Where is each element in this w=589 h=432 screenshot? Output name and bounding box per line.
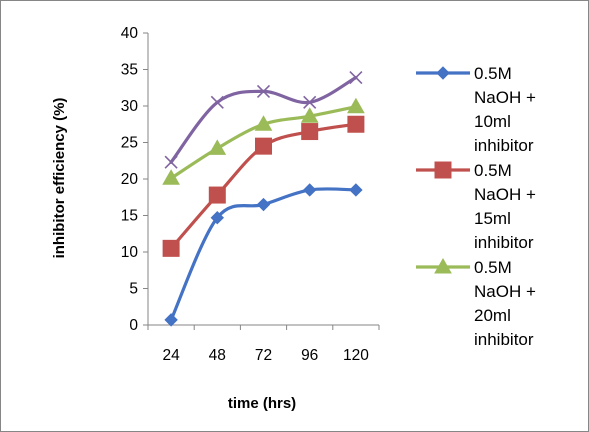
series-2 (162, 115, 365, 257)
x-tick-label: 72 (255, 347, 272, 364)
series-1 (164, 183, 363, 327)
data-point (302, 183, 317, 197)
y-tick-label: 25 (121, 135, 138, 152)
data-point (301, 123, 319, 141)
legend-marker (434, 257, 452, 274)
data-point (208, 139, 227, 155)
x-tick-label: 96 (301, 347, 318, 364)
legend-label: inhibitor (474, 330, 534, 349)
series-4 (164, 70, 363, 169)
legend-label: 0.5M (474, 161, 512, 180)
data-point (210, 210, 225, 225)
data-point (349, 183, 363, 197)
y-tick-label: 40 (121, 25, 139, 42)
y-tick-label: 20 (121, 171, 139, 188)
legend-label: inhibitor (474, 136, 534, 155)
data-point (303, 95, 317, 109)
data-point (162, 169, 180, 185)
legend-item-3: 0.5M NaOH + 20ml inhibitor (416, 257, 536, 349)
data-point (162, 239, 180, 257)
y-tick-label: 30 (121, 98, 139, 115)
legend-item-1: 0.5M NaOH + 10ml inhibitor (416, 64, 536, 155)
data-point (256, 197, 271, 212)
x-axis: 24 48 72 96 120 (147, 324, 380, 364)
data-point (210, 95, 224, 109)
legend-label: NaOH + (474, 185, 536, 204)
data-point (347, 97, 365, 114)
legend: 0.5M NaOH + 10ml inhibitor 0.5M NaOH + 15ml inh… (416, 64, 536, 349)
y-axis-title: inhibitor efficiency (%) (51, 98, 68, 259)
data-point (254, 115, 273, 131)
y-tick-label: 0 (129, 317, 138, 334)
y-axis: 0 5 10 15 20 25 30 35 40 (121, 25, 149, 334)
legend-marker (436, 66, 450, 80)
data-point (347, 115, 365, 133)
series-3 (162, 97, 365, 185)
data-point (208, 186, 226, 204)
legend-marker (434, 161, 452, 179)
legend-label: 0.5M (474, 64, 512, 83)
legend-label: inhibitor (474, 233, 534, 252)
legend-label: 0.5M (474, 258, 512, 277)
y-tick-label: 5 (129, 281, 138, 298)
legend-label: NaOH + (474, 88, 536, 107)
y-tick-label: 35 (121, 62, 138, 79)
legend-item-2: 0.5M NaOH + 15ml inhibitor (416, 161, 536, 252)
data-point (300, 107, 319, 123)
data-point (255, 137, 272, 155)
legend-label: 10ml (474, 112, 511, 131)
legend-label: 20ml (474, 306, 511, 325)
y-tick-label: 10 (121, 244, 139, 261)
data-point (349, 70, 363, 85)
x-tick-label: 24 (162, 347, 180, 364)
y-tick-label: 15 (121, 208, 138, 225)
data-point (256, 84, 271, 98)
x-axis-title: time (hrs) (228, 395, 296, 412)
legend-label: NaOH + (474, 282, 536, 301)
plot-area (162, 70, 365, 327)
legend-label: 15ml (474, 209, 511, 228)
data-point (164, 313, 178, 327)
data-point (164, 155, 178, 169)
x-tick-label: 120 (343, 347, 369, 364)
x-tick-label: 48 (209, 347, 226, 364)
